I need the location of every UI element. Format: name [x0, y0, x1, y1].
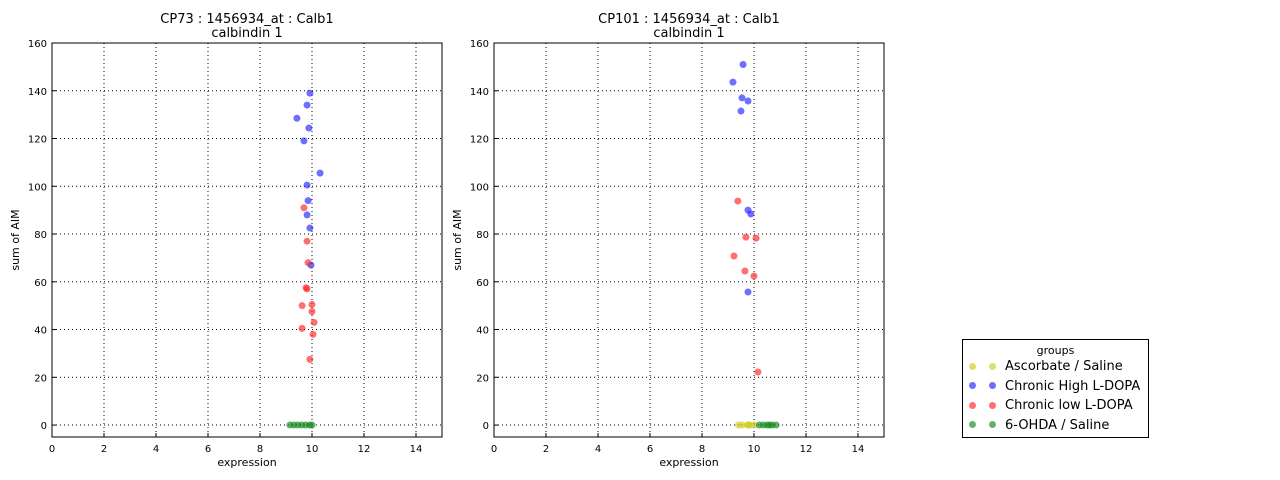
y-tick-label: 80 — [34, 230, 47, 241]
y-tick-label: 140 — [28, 87, 47, 98]
x-tick-label: 4 — [153, 444, 159, 455]
data-point — [303, 101, 311, 109]
data-point — [303, 211, 311, 219]
x-tick-label: 12 — [800, 444, 813, 455]
chart-title: CP101 : 1456934_at : Calb1 — [598, 12, 780, 27]
data-point — [738, 421, 746, 429]
chart-title: CP73 : 1456934_at : Calb1 — [160, 12, 333, 27]
legend-label: Chronic High L-DOPA — [1005, 378, 1141, 394]
y-tick-label: 0 — [41, 421, 47, 432]
y-axis-label: sum of AIM — [451, 209, 464, 270]
data-point — [303, 181, 311, 189]
y-tick-label: 40 — [476, 326, 489, 337]
legend-item: 6-OHDA / Saline — [963, 416, 1148, 436]
legend-marker-icon — [967, 401, 999, 411]
legend-marker-icon — [967, 362, 999, 372]
legend-label: Ascorbate / Saline — [1005, 359, 1123, 375]
data-point — [308, 300, 316, 308]
y-tick-label: 160 — [470, 39, 489, 50]
data-point — [750, 272, 758, 280]
y-tick-label: 100 — [470, 182, 489, 193]
y-tick-label: 120 — [470, 135, 489, 146]
y-tick-label: 100 — [28, 182, 47, 193]
data-point — [744, 288, 752, 296]
legend: groups Ascorbate / Saline Chronic High L… — [962, 339, 1149, 438]
x-tick-label: 0 — [491, 444, 497, 455]
data-point — [730, 252, 738, 260]
x-tick-label: 10 — [748, 444, 761, 455]
data-point — [293, 114, 301, 122]
data-point — [754, 368, 762, 376]
data-point — [303, 237, 311, 245]
x-tick-label: 6 — [647, 444, 653, 455]
data-point — [304, 197, 312, 205]
y-tick-label: 20 — [34, 373, 47, 384]
data-point — [303, 285, 311, 293]
data-point — [729, 78, 737, 86]
data-point — [752, 234, 760, 242]
data-point — [306, 89, 314, 97]
legend-item: Ascorbate / Saline — [963, 357, 1148, 377]
x-axis-label: expression — [217, 456, 276, 469]
data-point — [316, 169, 324, 177]
x-tick-label: 10 — [306, 444, 319, 455]
data-point — [739, 60, 747, 68]
x-tick-label: 8 — [257, 444, 263, 455]
y-tick-label: 140 — [470, 87, 489, 98]
y-tick-label: 40 — [34, 326, 47, 337]
y-axis-label: sum of AIM — [9, 209, 22, 270]
axes-frame — [51, 42, 443, 438]
y-tick-label: 160 — [28, 39, 47, 50]
x-axis-label: expression — [659, 456, 718, 469]
x-tick-label: 4 — [595, 444, 601, 455]
legend-item: Chronic High L-DOPA — [963, 377, 1148, 397]
data-point — [309, 330, 317, 338]
y-tick-label: 80 — [476, 230, 489, 241]
data-point — [308, 308, 316, 316]
axes-frame — [493, 42, 885, 438]
legend-title: groups — [1036, 344, 1075, 357]
data-point — [306, 355, 314, 363]
x-tick-label: 2 — [101, 444, 107, 455]
data-point — [741, 267, 749, 275]
y-tick-label: 0 — [483, 421, 489, 432]
data-point — [747, 210, 755, 218]
data-point — [734, 197, 742, 205]
legend-item: Chronic low L-DOPA — [963, 396, 1148, 416]
y-tick-label: 60 — [476, 278, 489, 289]
data-point — [304, 259, 312, 267]
x-tick-label: 14 — [852, 444, 865, 455]
data-point — [306, 224, 314, 232]
data-point — [298, 302, 306, 310]
data-point — [772, 421, 780, 429]
y-tick-label: 60 — [34, 278, 47, 289]
legend-label: Chronic low L-DOPA — [1005, 398, 1133, 414]
data-point — [737, 107, 745, 115]
chart-subtitle: calbindin 1 — [653, 26, 724, 41]
data-point — [738, 94, 746, 102]
x-tick-label: 0 — [49, 444, 55, 455]
x-tick-label: 2 — [543, 444, 549, 455]
x-tick-label: 14 — [410, 444, 423, 455]
data-point — [308, 421, 316, 429]
x-tick-label: 6 — [205, 444, 211, 455]
data-point — [744, 97, 752, 105]
legend-marker-icon — [967, 381, 999, 391]
legend-label: 6-OHDA / Saline — [1005, 417, 1110, 433]
data-point — [305, 124, 313, 132]
x-tick-label: 8 — [699, 444, 705, 455]
data-point — [300, 204, 308, 212]
data-point — [298, 324, 306, 332]
y-tick-label: 20 — [476, 373, 489, 384]
data-point — [310, 318, 318, 326]
data-point — [742, 233, 750, 241]
chart-subtitle: calbindin 1 — [211, 26, 282, 41]
data-point — [300, 137, 308, 145]
x-tick-label: 12 — [358, 444, 371, 455]
legend-marker-icon — [967, 420, 999, 430]
data-point — [750, 421, 758, 429]
y-tick-label: 120 — [28, 135, 47, 146]
